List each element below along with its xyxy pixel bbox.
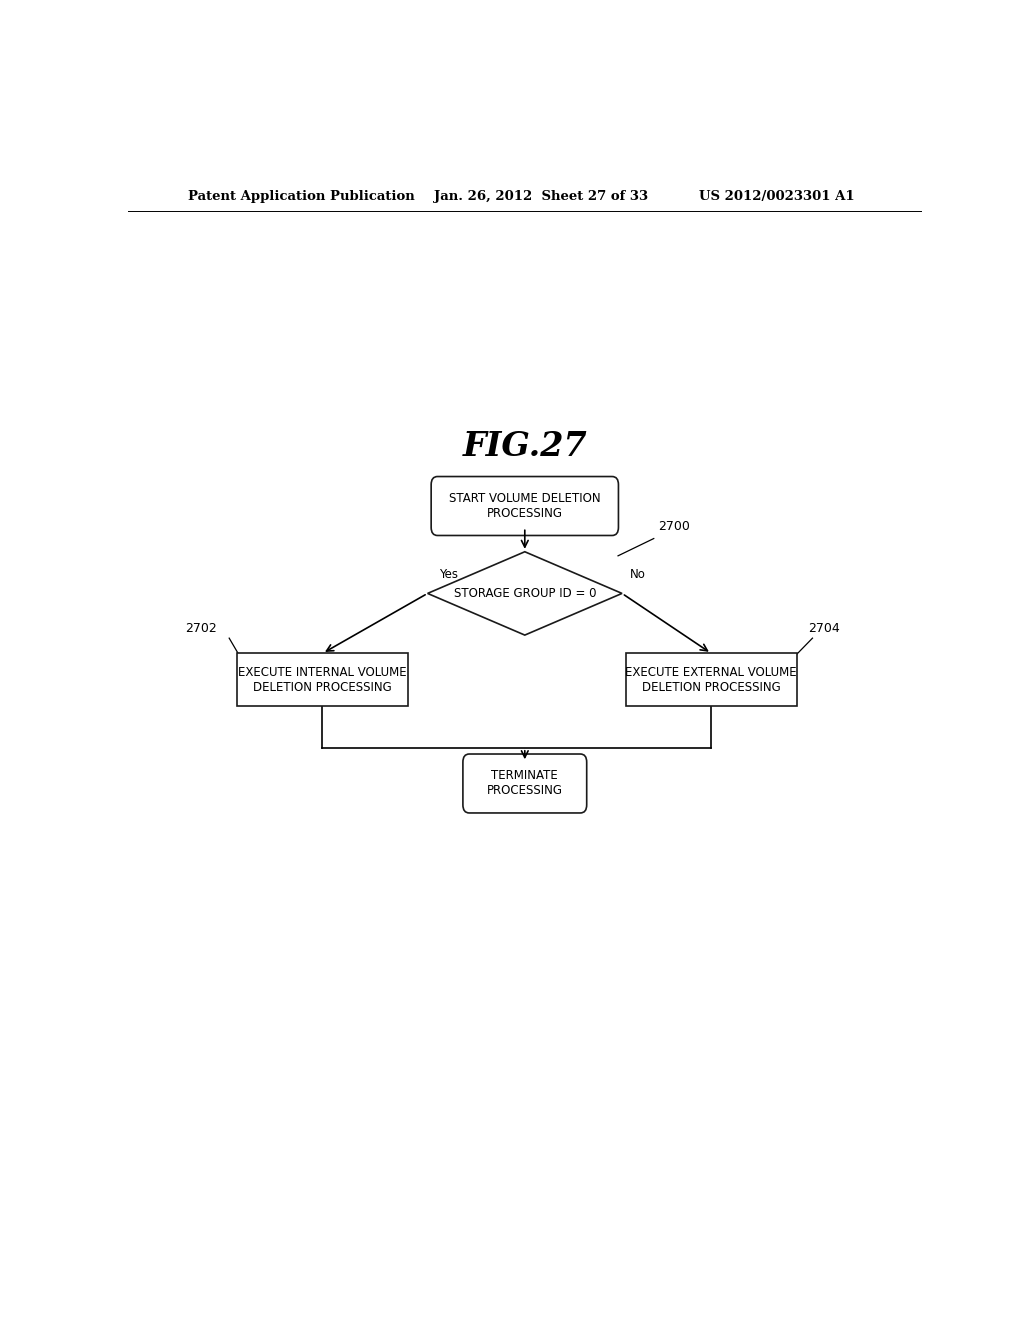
Text: START VOLUME DELETION
PROCESSING: START VOLUME DELETION PROCESSING	[449, 492, 601, 520]
FancyBboxPatch shape	[431, 477, 618, 536]
Text: Jan. 26, 2012  Sheet 27 of 33: Jan. 26, 2012 Sheet 27 of 33	[433, 190, 647, 203]
Text: 2702: 2702	[185, 622, 217, 635]
Text: STORAGE GROUP ID = 0: STORAGE GROUP ID = 0	[454, 587, 596, 599]
Text: FIG.27: FIG.27	[463, 429, 587, 462]
Text: EXECUTE INTERNAL VOLUME
DELETION PROCESSING: EXECUTE INTERNAL VOLUME DELETION PROCESS…	[239, 665, 407, 694]
Text: 2704: 2704	[809, 622, 841, 635]
Text: TERMINATE
PROCESSING: TERMINATE PROCESSING	[486, 770, 563, 797]
Polygon shape	[428, 552, 622, 635]
Text: Patent Application Publication: Patent Application Publication	[187, 190, 415, 203]
Text: 2700: 2700	[657, 520, 689, 533]
Bar	[626, 653, 797, 706]
Text: EXECUTE EXTERNAL VOLUME
DELETION PROCESSING: EXECUTE EXTERNAL VOLUME DELETION PROCESS…	[626, 665, 797, 694]
FancyBboxPatch shape	[463, 754, 587, 813]
Text: Yes: Yes	[439, 568, 459, 581]
Text: US 2012/0023301 A1: US 2012/0023301 A1	[699, 190, 855, 203]
Text: No: No	[630, 568, 646, 581]
Bar	[238, 653, 408, 706]
